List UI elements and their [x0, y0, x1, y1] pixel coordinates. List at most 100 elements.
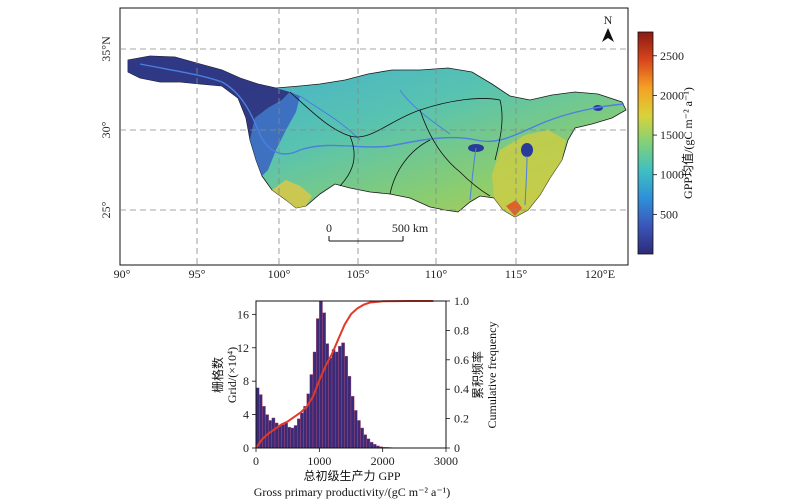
histogram-bar — [357, 420, 361, 449]
southeast-hotspot — [506, 200, 522, 216]
histogram-bar — [334, 351, 339, 449]
histogram-bar — [293, 425, 298, 449]
y2-tick-label: 0.2 — [454, 412, 469, 426]
tributary — [524, 155, 528, 206]
histogram-bar — [372, 444, 377, 449]
y2-tick-label: 1.0 — [454, 294, 469, 308]
cumulative-frequency-line — [255, 300, 434, 449]
colorbar-tick-label: 1500 — [660, 128, 684, 142]
y2-tick-label: 0 — [454, 441, 460, 455]
histogram-bar — [347, 375, 352, 449]
x-tick-label: 0 — [253, 454, 259, 468]
histogram-bar — [360, 427, 364, 449]
y-tick-label: 8 — [243, 374, 249, 388]
main-river — [139, 63, 625, 155]
lon-tick: 95° — [189, 267, 206, 281]
transition-zone — [250, 92, 300, 176]
histogram-bar — [290, 427, 295, 449]
histogram-bar — [331, 349, 336, 449]
x-tick-label: 1000 — [307, 454, 331, 468]
histogram-bar — [265, 414, 269, 449]
tributary — [469, 147, 477, 201]
y2-axis-label-cn: 累积频率 — [470, 351, 485, 399]
y-tick-label: 12 — [237, 341, 249, 355]
scale-end-label: 500 km — [392, 221, 429, 235]
map-gridlines — [120, 8, 628, 265]
histogram-bar — [338, 345, 342, 449]
subbasin-boundary — [419, 109, 491, 197]
lat-tick: 30° — [99, 121, 113, 138]
x-tick-label: 2000 — [371, 454, 395, 468]
scale-start-label: 0 — [326, 221, 332, 235]
plateau-low-gpp — [128, 56, 290, 140]
lat-tick: 35°N — [99, 36, 113, 62]
y2-tick-label: 0.4 — [454, 382, 469, 396]
y-tick-label: 16 — [237, 307, 249, 321]
histogram-bar — [287, 426, 292, 449]
histogram-bar — [303, 406, 307, 449]
histogram-bar — [366, 438, 371, 449]
x-axis-label-cn: 总初级生产力 GPP — [303, 469, 400, 483]
histogram-bar — [309, 374, 314, 449]
north-arrow-icon — [602, 28, 614, 42]
north-label: N — [604, 13, 613, 27]
histogram-bar — [369, 441, 374, 449]
histogram-bar — [328, 357, 333, 449]
lon-tick: 110° — [425, 267, 448, 281]
histogram-bar — [281, 424, 285, 449]
colorbar-scale — [637, 31, 654, 255]
histogram-bar — [350, 396, 355, 449]
histogram-bar — [300, 412, 304, 449]
histogram-bar — [353, 410, 358, 449]
histogram-bar — [341, 342, 345, 449]
y-tick-label: 4 — [243, 408, 249, 422]
histogram-bar — [344, 355, 349, 449]
histogram-bar — [363, 434, 368, 449]
colorbar-tick-label: 2500 — [660, 49, 684, 63]
y2-tick-label: 0.8 — [454, 323, 469, 337]
histogram-bar — [277, 426, 282, 449]
colorbar-ticks: 500 1000 1500 2000 2500 — [653, 49, 684, 221]
lon-tick: 115° — [505, 267, 528, 281]
subbasin-boundary — [339, 135, 355, 187]
subbasin-boundary — [289, 91, 501, 138]
colorbar: 500 1000 1500 2000 2500 GPP均值/(gC m⁻² a⁻¹) — [637, 31, 695, 255]
y2-axis-label: Cumulative frequency — [485, 322, 499, 429]
southeast-high-gpp — [492, 130, 566, 217]
map-panel: 90° 95° 100° 105° 110° 115° 120°E 35°N 3… — [99, 7, 695, 281]
histogram-y-ticks: 0 4 8 12 16 — [237, 307, 256, 455]
histogram-panel: 0 1000 2000 3000 0 4 8 12 16 0 0.2 0.4 0.6 0.8 1.0 总… — [210, 294, 499, 499]
tributary — [299, 95, 361, 141]
southwest-high-gpp — [272, 180, 312, 208]
map-x-ticks: 90° 95° 100° 105° 110° 115° 120°E — [114, 267, 615, 281]
lon-tick: 100° — [268, 267, 291, 281]
colorbar-tick-label: 500 — [660, 207, 678, 221]
map-y-ticks: 35°N 30° 25° — [99, 36, 113, 218]
y-tick-label: 0 — [243, 441, 249, 455]
lake-poyang — [521, 143, 533, 157]
lon-tick: 105° — [347, 267, 370, 281]
histogram-y2-ticks: 0 0.2 0.4 0.6 0.8 1.0 — [446, 294, 469, 455]
subbasin-boundary — [389, 139, 431, 195]
histogram-x-ticks: 0 1000 2000 3000 — [253, 448, 458, 468]
histogram-bar — [312, 351, 317, 449]
x-tick-label: 3000 — [434, 454, 458, 468]
y-axis-label-cn: 栅格数 — [210, 357, 225, 393]
histogram-bar — [271, 417, 276, 449]
north-arrow: N — [602, 13, 614, 42]
lon-tick: 90° — [114, 267, 131, 281]
histogram-frame — [255, 300, 447, 449]
scale-bar: 0 500 km — [326, 221, 429, 242]
basin-map — [127, 55, 627, 218]
lon-tick: 120°E — [585, 267, 615, 281]
histogram-bar — [322, 312, 326, 449]
colorbar-title: GPP均值/(gC m⁻² a⁻¹) — [680, 87, 695, 199]
y2-tick-label: 0.6 — [454, 353, 469, 367]
x-axis-label: Gross primary productivity/(gC m⁻² a⁻¹) — [254, 485, 451, 499]
lat-tick: 25° — [99, 201, 113, 218]
colorbar-tick-label: 1000 — [660, 168, 684, 182]
histogram-bar — [296, 418, 301, 449]
y-axis-label: Grid/(×10⁴) — [225, 347, 239, 403]
histogram-bar — [284, 422, 288, 449]
